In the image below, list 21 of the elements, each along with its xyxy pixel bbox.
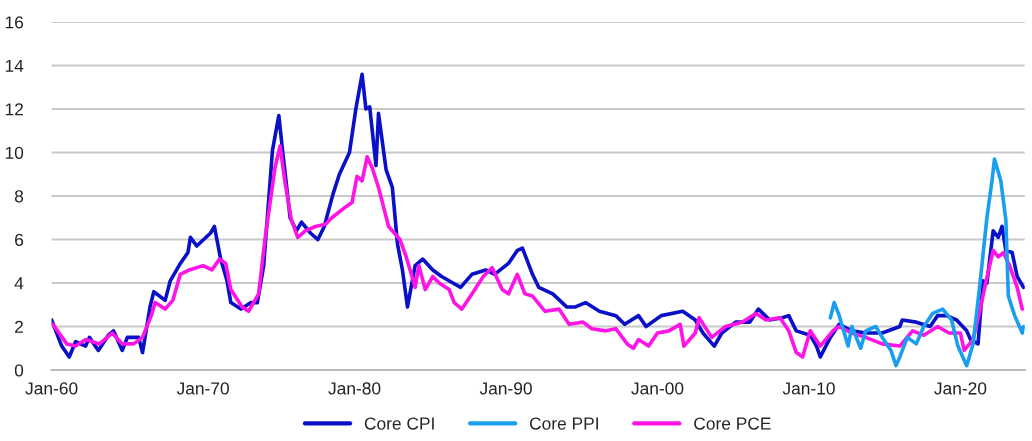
x-tick-label: Jan-90 <box>479 382 532 395</box>
y-tick-label: 10 <box>5 146 24 159</box>
y-tick-label: 12 <box>5 103 23 116</box>
legend-label: Core PPI <box>529 417 598 430</box>
y-tick-label: 8 <box>14 190 24 203</box>
x-tick-label: Jan-10 <box>782 382 835 395</box>
x-tick-label: Jan-70 <box>176 382 229 395</box>
legend-label: Core PCE <box>694 417 771 430</box>
x-tick-label: Jan-80 <box>328 382 381 395</box>
line-series <box>51 144 1025 359</box>
x-tick-label: Jan-20 <box>934 382 987 395</box>
y-tick-label: 4 <box>14 277 24 290</box>
y-tick-label: 2 <box>15 320 23 333</box>
y-tick-label: 6 <box>15 233 24 246</box>
x-tick-label: Jan-60 <box>25 382 78 395</box>
legend-label: Core CPI <box>364 417 434 430</box>
y-tick-label: 16 <box>5 16 24 29</box>
line-series <box>828 157 1025 368</box>
y-tick-label: 14 <box>5 59 24 72</box>
y-tick-label: 0 <box>14 364 24 377</box>
x-tick-label: Jan-00 <box>631 382 684 395</box>
